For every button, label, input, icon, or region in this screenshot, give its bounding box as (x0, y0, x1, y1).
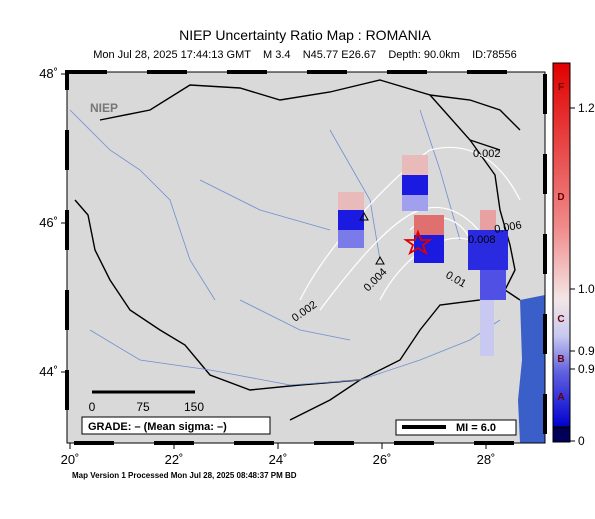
cell (480, 300, 494, 356)
footer: Map Version 1 Processed Mon Jul 28, 2025… (72, 471, 297, 480)
colorbar-scale (552, 62, 571, 428)
grade-box (81, 416, 271, 435)
scale-label: 75 (136, 400, 150, 414)
mi: MI = 6.0 (456, 422, 496, 434)
lon-tick-label: 20˚ (61, 452, 80, 467)
cell (338, 210, 364, 230)
axes: 20˚ 22˚ 24˚ 26˚ 28˚ 48˚ 46˚ 44˚ (39, 66, 495, 467)
scale-labels: 0 75 150 (89, 400, 205, 414)
grid-cells (338, 155, 508, 356)
cell (480, 270, 506, 300)
grade-letter: C (557, 314, 564, 325)
mi-box (395, 419, 517, 436)
lat-tick-label: 48˚ (39, 66, 58, 81)
grade-letter: B (557, 354, 564, 365)
title: NIEP Uncertainty Ratio Map : ROMANIA (179, 27, 431, 43)
grade-letter: A (557, 392, 564, 403)
cell (338, 192, 364, 210)
lon-tick-label: 28˚ (477, 452, 496, 467)
cell (480, 210, 496, 230)
frame (66, 71, 546, 444)
logo: NIEP (90, 101, 118, 115)
cell (338, 230, 364, 248)
colorbar-label: 0.9 (578, 362, 595, 376)
cell (402, 175, 428, 195)
contour-label: 0.006 (493, 219, 522, 236)
black-sea (518, 295, 545, 443)
cell (402, 195, 428, 211)
colorbar-label: 1.2 (578, 101, 595, 115)
grade-letter: F (558, 82, 564, 93)
colorbar: 1.2 1.0 0.9 0.9 0 F D C B A (552, 62, 595, 448)
scale-label: 0 (89, 400, 96, 414)
contour-label: 0.008 (468, 234, 496, 246)
station (359, 211, 385, 265)
contour-label: 0.002 (473, 148, 501, 160)
lat-tick-label: 44˚ (39, 364, 58, 379)
epicenter-star (403, 229, 433, 256)
grade-letter: D (557, 192, 564, 203)
lon-tick-label: 24˚ (269, 452, 288, 467)
cell (402, 155, 428, 175)
border (289, 94, 521, 421)
colorbar-min (552, 427, 571, 443)
cell (414, 215, 444, 235)
colorbar-label: 0.9 (578, 344, 595, 358)
colorbar-label: 1.0 (578, 282, 595, 296)
colorbar-label: 0 (578, 434, 585, 448)
cell (468, 230, 508, 270)
lon-tick-label: 22˚ (165, 452, 184, 467)
lat-tick-label: 46˚ (39, 215, 58, 230)
lon-tick-label: 26˚ (373, 452, 392, 467)
river (69, 109, 501, 386)
scale-label: 150 (184, 400, 204, 414)
colorbar-labels: 1.2 1.0 0.9 0.9 0 F D C B A (557, 82, 595, 448)
grade: GRADE: – (Mean sigma: –) (88, 421, 227, 433)
subtitle: Mon Jul 28, 2025 17:44:13 GMT M 3.4 N45.… (93, 49, 517, 61)
